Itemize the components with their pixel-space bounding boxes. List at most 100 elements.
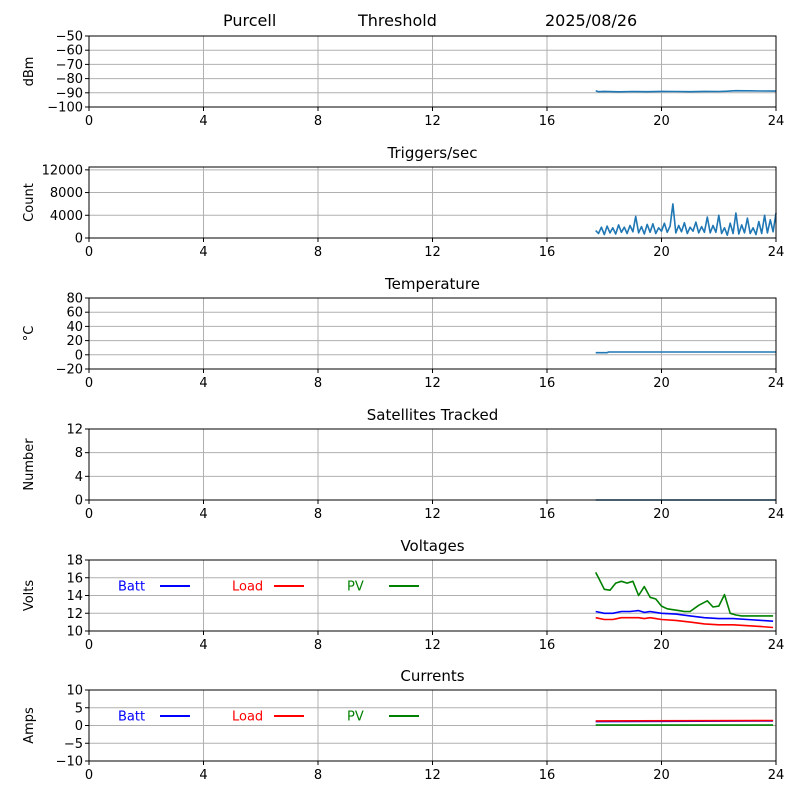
chart-2-xtick-label: 8 <box>314 245 322 260</box>
chart-2-xtick-label: 0 <box>85 245 93 260</box>
chart-3-ylabel: °C <box>22 326 37 342</box>
chart-6-xtick-label: 24 <box>768 768 785 783</box>
chart-6-xtick-label: 16 <box>539 768 556 783</box>
chart-6-ytick-label: 10 <box>66 684 83 699</box>
page-header: Purcell Threshold 2025/08/26 <box>0 0 800 36</box>
chart-3-series-1 <box>595 351 776 354</box>
chart-3-ytick-label: 40 <box>66 320 83 335</box>
chart-6-xtick-label: 20 <box>653 768 670 783</box>
chart-5-xtick-label: 12 <box>424 638 441 653</box>
chart-3-xtick-label: 24 <box>768 376 785 391</box>
chart-2-xtick-label: 12 <box>424 245 441 260</box>
chart-4-title: Satellites Tracked <box>367 406 498 424</box>
chart-4-xtick-label: 0 <box>85 507 93 522</box>
chart-3-xtick-label: 8 <box>314 376 322 391</box>
chart-4-ytick-label: 4 <box>75 470 83 485</box>
chart-3-xtick-label: 0 <box>85 376 93 391</box>
chart-5-xtick-label: 24 <box>768 638 785 653</box>
chart-5-xtick-label: 20 <box>653 638 670 653</box>
chart-6-legend-label-load: Load <box>232 710 263 725</box>
chart-4-ytick-label: 12 <box>66 423 83 438</box>
chart-3-xtick-label: 20 <box>653 376 670 391</box>
chart-6-ytick-label: 5 <box>75 701 83 716</box>
chart-5-xtick-label: 4 <box>199 638 207 653</box>
chart-1-ytick-label: −100 <box>47 101 83 116</box>
chart-4-xtick-label: 4 <box>199 507 207 522</box>
chart-1-ytick-label: −90 <box>56 86 83 101</box>
chart-6-title: Currents <box>400 667 464 685</box>
chart-1-ytick-label: −60 <box>56 44 83 59</box>
chart-6-legend-label-batt: Batt <box>118 710 145 725</box>
chart-2-ytick-label: 4000 <box>50 209 83 224</box>
chart-6-xtick-label: 12 <box>424 768 441 783</box>
chart-5-ytick-label: 14 <box>66 589 83 604</box>
chart-2-series-1 <box>595 203 777 236</box>
chart-1-xtick-label: 20 <box>653 114 670 129</box>
chart-5-series-load <box>595 616 774 629</box>
chart-4-ytick-label: 8 <box>75 446 83 461</box>
chart-2-xtick-label: 24 <box>768 245 785 260</box>
chart-2-title: Triggers/sec <box>387 144 478 162</box>
chart-6-xtick-label: 4 <box>199 768 207 783</box>
chart-1-series-1 <box>595 89 777 93</box>
chart-3-xtick-label: 16 <box>539 376 556 391</box>
trigger-mode: Threshold <box>358 11 437 30</box>
chart-5-ytick-label: 16 <box>66 571 83 586</box>
chart-5-ytick-label: 18 <box>66 554 83 569</box>
chart-5-ylabel: Volts <box>22 580 37 612</box>
chart-4-ytick-label: 0 <box>75 494 83 509</box>
chart-6-xtick-label: 0 <box>85 768 93 783</box>
chart-2-xtick-label: 16 <box>539 245 556 260</box>
chart-2-ytick-label: 12000 <box>42 163 83 178</box>
chart-5-ytick-label: 12 <box>66 607 83 622</box>
chart-4-ylabel: Number <box>22 438 37 491</box>
chart-1-xtick-label: 0 <box>85 114 93 129</box>
chart-4-xtick-label: 8 <box>314 507 322 522</box>
chart-4-xtick-label: 16 <box>539 507 556 522</box>
chart-6-ytick-label: −10 <box>56 755 83 770</box>
chart-3-xtick-label: 4 <box>199 376 207 391</box>
chart-5-legend-label-batt: Batt <box>118 580 145 595</box>
chart-3-xtick-label: 12 <box>424 376 441 391</box>
chart-4-xtick-label: 12 <box>424 507 441 522</box>
chart-5-series-pv <box>594 572 774 617</box>
chart-1-xtick-label: 12 <box>424 114 441 129</box>
chart-4-xtick-label: 20 <box>653 507 670 522</box>
chart-2-xtick-label: 4 <box>199 245 207 260</box>
chart-4-xtick-label: 24 <box>768 507 785 522</box>
chart-3-ytick-label: 60 <box>66 306 83 321</box>
chart-1-ylabel: dBm <box>22 57 37 87</box>
chart-1-ytick-label: −80 <box>56 72 83 87</box>
chart-5-xtick-label: 16 <box>539 638 556 653</box>
chart-2-xtick-label: 20 <box>653 245 670 260</box>
chart-5-title: Voltages <box>400 537 464 555</box>
chart-5-ytick-label: 10 <box>66 625 83 640</box>
chart-3-ytick-label: 20 <box>66 334 83 349</box>
chart-6-ytick-label: 0 <box>75 719 83 734</box>
chart-2-ytick-label: 8000 <box>50 186 83 201</box>
chart-5-legend-label-load: Load <box>232 580 263 595</box>
chart-2-ytick-label: 0 <box>75 232 83 247</box>
chart-1-xtick-label: 8 <box>314 114 322 129</box>
station-name: Purcell <box>223 11 277 30</box>
chart-1-xtick-label: 4 <box>199 114 207 129</box>
chart-5-series-batt <box>595 609 774 622</box>
chart-5-xtick-label: 0 <box>85 638 93 653</box>
chart-1-ytick-label: −70 <box>56 58 83 73</box>
chart-3-ytick-label: 0 <box>75 348 83 363</box>
chart-6-xtick-label: 8 <box>314 768 322 783</box>
chart-6-ytick-label: −5 <box>64 737 83 752</box>
chart-3-ytick-label: −20 <box>56 363 83 378</box>
chart-6-legend-label-pv: PV <box>347 710 364 725</box>
chart-2-ylabel: Count <box>22 183 37 222</box>
chart-5-xtick-label: 8 <box>314 638 322 653</box>
chart-5-legend-label-pv: PV <box>347 580 364 595</box>
chart-6-ylabel: Amps <box>22 707 37 744</box>
chart-1-xtick-label: 16 <box>539 114 556 129</box>
report-date: 2025/08/26 <box>545 11 638 30</box>
chart-3-ytick-label: 80 <box>66 292 83 307</box>
chart-3-title: Temperature <box>384 275 480 293</box>
chart-1-ytick-label: −50 <box>56 30 83 45</box>
chart-1-xtick-label: 24 <box>768 114 785 129</box>
